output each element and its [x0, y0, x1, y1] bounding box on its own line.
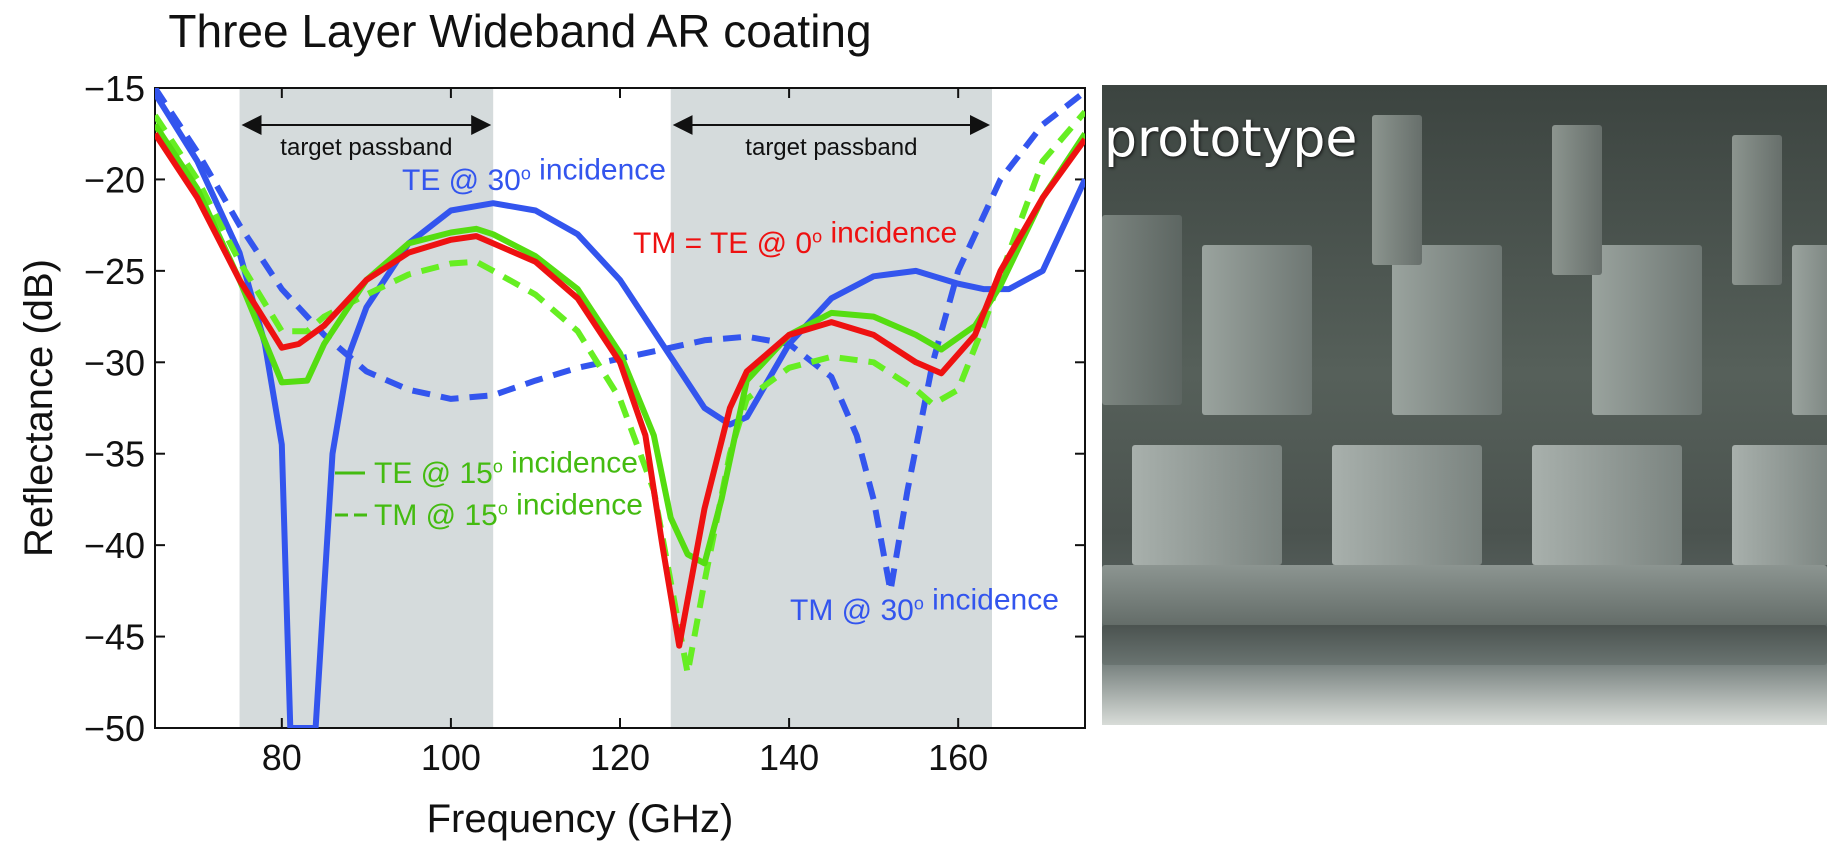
- x-tick-label: 80: [262, 737, 302, 778]
- annotation-tm-15: TM @ 15o incidence: [374, 489, 643, 533]
- series-line-3: [155, 132, 1085, 649]
- chart-plot: 80 100 120 140 160 −15 −20 −25 −30 −35 −40 −45 −50 Fr…: [17, 68, 1086, 841]
- y-tick-label: −20: [84, 159, 145, 200]
- x-axis-label: Frequency (GHz): [427, 797, 734, 841]
- series-line-4: [155, 122, 1085, 567]
- series-line-1: [155, 91, 1085, 728]
- series-line-5: [155, 109, 1085, 677]
- prototype-label: prototype: [1104, 109, 1358, 169]
- y-axis-label: Reflectance (dB): [17, 259, 61, 557]
- x-tick-label: 160: [928, 737, 988, 778]
- annotation-te-30: TE @ 30o incidence: [402, 154, 666, 198]
- y-tick-label: −45: [84, 617, 145, 658]
- y-tick-label: −35: [84, 434, 145, 475]
- x-tick-label: 120: [590, 737, 650, 778]
- passband-label-1: target passband: [280, 134, 452, 161]
- y-tick-label: −30: [84, 342, 145, 383]
- passband-region-1: [239, 88, 494, 728]
- annotation-tm-te-0: TM = TE @ 0o incidence: [633, 217, 957, 261]
- x-tick-label: 140: [759, 737, 819, 778]
- y-tick-label: −50: [84, 708, 145, 749]
- y-tick-label: −40: [84, 525, 145, 566]
- reflectance-chart: Three Layer Wideband AR coating 80 100 120…: [17, 5, 1086, 841]
- prototype-photo: prototype: [1102, 85, 1827, 725]
- passband-region-2: [670, 88, 992, 728]
- y-tick-label: −15: [84, 68, 145, 109]
- passband-label-2: target passband: [745, 134, 917, 161]
- x-tick-label: 100: [421, 737, 481, 778]
- chart-title: Three Layer Wideband AR coating: [168, 5, 872, 57]
- series-line-2: [155, 88, 1085, 594]
- y-tick-label: −25: [84, 251, 145, 292]
- annotation-tm-30: TM @ 30o incidence: [790, 584, 1059, 628]
- series-group: [155, 88, 1085, 728]
- annotation-te-15: TE @ 15o incidence: [374, 447, 638, 491]
